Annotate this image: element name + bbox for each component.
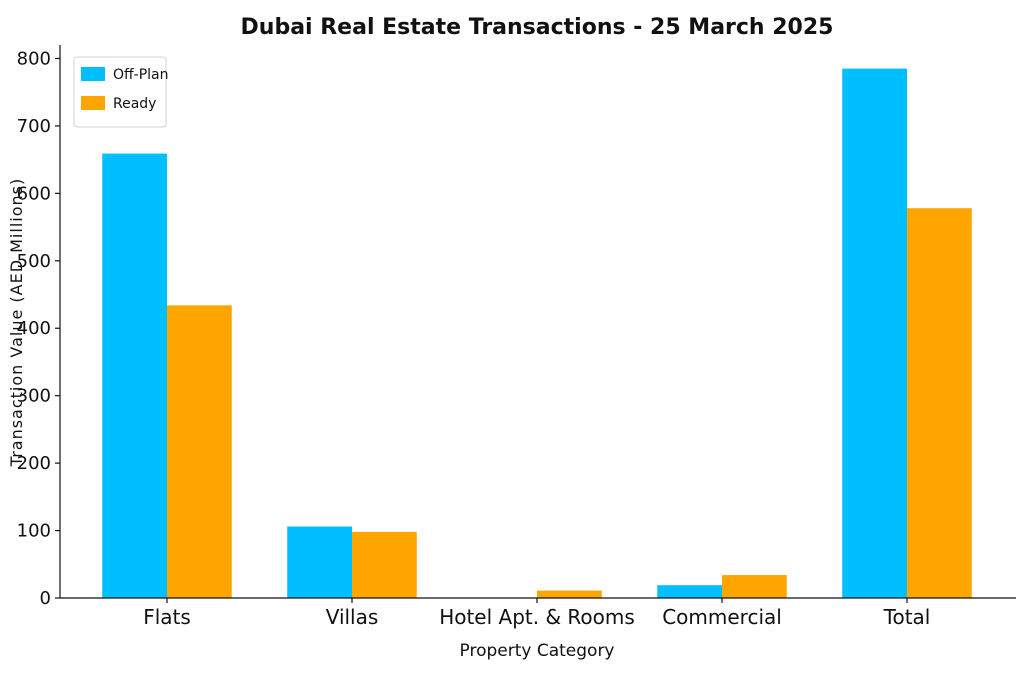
y-tick-label: 200 (17, 453, 51, 474)
bars-group (102, 68, 972, 599)
x-tick-label: Hotel Apt. & Rooms (439, 605, 635, 629)
y-axis: 0 100 200 300 400 500 600 700 800 (17, 45, 61, 609)
y-tick-label: 700 (17, 116, 51, 137)
x-tick-label: Flats (143, 605, 191, 629)
y-tick-label: 600 (17, 183, 51, 204)
bar-ready-total (907, 208, 972, 598)
bar-off-plan-villas (287, 526, 352, 598)
x-tick-label: Commercial (662, 605, 782, 629)
y-tick-label: 300 (17, 386, 51, 407)
x-tick-label: Villas (326, 605, 379, 629)
legend: Off-Plan Ready (73, 56, 169, 128)
y-axis-label: Transaction Value (AED Millions) (7, 178, 26, 467)
chart-title: Dubai Real Estate Transactions - 25 Marc… (241, 15, 834, 40)
y-tick-label: 800 (17, 48, 51, 69)
y-tick-label: 100 (17, 521, 51, 542)
bar-off-plan-total (842, 68, 907, 599)
legend-label: Off-Plan (113, 67, 169, 83)
bar-ready-commercial (722, 575, 787, 598)
y-tick-label: 400 (17, 318, 51, 339)
x-axis-label: Property Category (460, 641, 615, 661)
bar-off-plan-flats (102, 153, 167, 598)
x-axis: Flats Villas Hotel Apt. & Rooms Commercial T… (60, 597, 1016, 629)
bar-off-plan-commercial (657, 585, 722, 598)
legend-label: Ready (113, 96, 156, 112)
bar-ready-hotel-apt-rooms (537, 590, 602, 598)
legend-swatch (81, 67, 105, 81)
y-tick-label: 500 (17, 251, 51, 272)
x-tick-label: Total (883, 605, 931, 629)
bar-ready-flats (167, 305, 232, 598)
bar-ready-villas (352, 531, 417, 598)
legend-swatch (81, 96, 105, 110)
y-tick-label: 0 (40, 588, 51, 609)
